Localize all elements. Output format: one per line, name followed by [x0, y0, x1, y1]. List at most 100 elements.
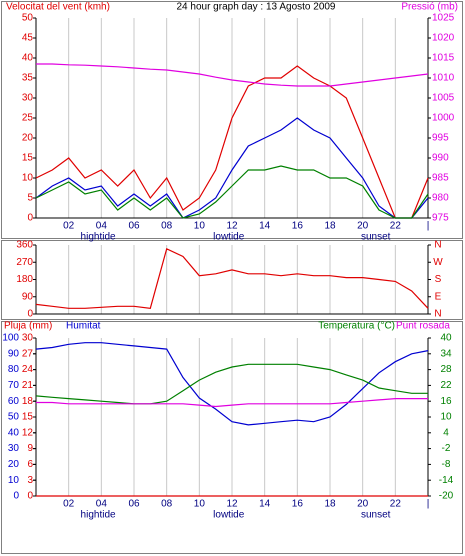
y-tick-label: 5: [27, 193, 33, 204]
legend-label: Temperatura (°C): [318, 321, 395, 332]
annotation: lowtide: [213, 232, 245, 243]
y-tick-label: 20: [22, 133, 34, 144]
x-tick-label: 10: [194, 499, 206, 510]
y2-tick-label: 1005: [432, 93, 455, 104]
annotation: hightide: [81, 232, 116, 243]
y-tick-label: 100: [2, 333, 19, 344]
y3-tick-label: 18: [22, 396, 34, 407]
y2-tick-label: 10: [440, 412, 452, 423]
x-tick-label: 18: [324, 221, 336, 232]
y2-tick-label: -8: [442, 459, 451, 470]
chart-title: 24 hour graph day : 13 Agosto 2009: [176, 2, 335, 13]
x-tick-label: 20: [357, 221, 369, 232]
y2-tick-label: 40: [440, 333, 452, 344]
x-tick-label: 22: [390, 221, 402, 232]
y3-tick-label: 12: [22, 427, 34, 438]
y2-tick-label: W: [433, 257, 443, 268]
y-tick-label: 50: [22, 13, 34, 24]
y-tick-label: 40: [22, 53, 34, 64]
y2-tick-label: 34: [440, 348, 452, 359]
y-tick-label: 360: [16, 240, 33, 251]
annotation: sunset: [361, 232, 391, 243]
series-line: [35, 65, 429, 219]
x-tick-label: 12: [226, 499, 238, 510]
y3-tick-label: 3: [27, 475, 33, 486]
y-tick-label: 90: [22, 291, 34, 302]
y-tick-label: 30: [8, 443, 20, 454]
y2-tick-label: N: [434, 309, 441, 320]
x-tick-label: 16: [292, 221, 304, 232]
y2-tick-label: 28: [440, 364, 452, 375]
y-tick-label: 0: [27, 213, 33, 224]
y3-tick-label: 6: [27, 459, 33, 470]
y3-tick-label: 24: [22, 364, 34, 375]
y2-tick-label: 1010: [432, 73, 455, 84]
y-tick-label: 0: [27, 309, 33, 320]
y2-tick-label: 990: [432, 153, 449, 164]
series-line: [35, 117, 429, 219]
panel-frame: [1, 1, 463, 239]
y-tick-label: 15: [22, 153, 34, 164]
y2-tick-label: 1015: [432, 53, 455, 64]
y2-tick-label: 4: [443, 427, 449, 438]
y2-tick-label: -20: [439, 491, 454, 502]
y3-tick-label: 9: [27, 443, 33, 454]
x-tick-label: 22: [390, 499, 402, 510]
y-tick-label: 20: [8, 459, 20, 470]
y3-tick-label: 15: [22, 412, 34, 423]
y2-tick-label: 980: [432, 193, 449, 204]
y2-tick-label: 1020: [432, 33, 455, 44]
x-tick-label: |: [427, 221, 430, 232]
x-tick-label: 02: [63, 221, 75, 232]
legend-label: Punt rosada: [396, 321, 450, 332]
y-tick-label: 70: [8, 380, 20, 391]
y2-tick-label: 985: [432, 173, 449, 184]
y2-tick-label: 995: [432, 133, 449, 144]
y-tick-label: 90: [8, 348, 20, 359]
annotation: sunset: [361, 510, 391, 521]
series-line: [36, 398, 428, 408]
x-tick-label: 02: [63, 499, 75, 510]
y-tick-label: 35: [22, 73, 34, 84]
x-tick-label: 12: [226, 221, 238, 232]
y3-tick-label: 27: [22, 348, 34, 359]
x-tick-label: |: [427, 499, 430, 510]
panel-frame: [1, 240, 463, 320]
x-tick-label: 08: [161, 499, 173, 510]
y-tick-label: 10: [8, 475, 20, 486]
y-axis-label: Velocitat del vent (kmh): [6, 2, 110, 13]
x-tick-label: 14: [259, 499, 271, 510]
y2-tick-label: -14: [439, 475, 454, 486]
x-tick-label: 04: [96, 221, 108, 232]
series-line: [35, 363, 428, 405]
y-tick-label: 270: [16, 257, 33, 268]
x-tick-label: 04: [96, 499, 108, 510]
y-tick-label: 80: [8, 364, 20, 375]
y2-tick-label: 22: [440, 380, 452, 391]
x-tick-label: 08: [161, 221, 173, 232]
y-tick-label: 60: [8, 396, 20, 407]
series-line: [35, 165, 429, 219]
y-tick-label: 50: [8, 412, 20, 423]
x-tick-label: 16: [292, 499, 304, 510]
x-tick-label: 06: [128, 221, 140, 232]
series-line: [35, 342, 429, 426]
series-line: [36, 63, 429, 87]
legend-label: Pluja (mm): [4, 321, 52, 332]
annotation: hightide: [81, 510, 116, 521]
y3-tick-label: 0: [27, 491, 33, 502]
x-tick-label: 14: [259, 221, 271, 232]
y-tick-label: 0: [13, 491, 19, 502]
x-tick-label: 18: [324, 499, 336, 510]
y3-tick-label: 21: [22, 380, 34, 391]
x-tick-label: 20: [357, 499, 369, 510]
y-tick-label: 30: [22, 93, 34, 104]
y3-tick-label: 30: [22, 333, 34, 344]
y2-tick-label: E: [435, 291, 442, 302]
y-tick-label: 40: [8, 427, 20, 438]
y2-tick-label: 975: [432, 213, 449, 224]
y-tick-label: 25: [22, 113, 34, 124]
x-tick-label: 10: [194, 221, 206, 232]
y-tick-label: 10: [22, 173, 34, 184]
